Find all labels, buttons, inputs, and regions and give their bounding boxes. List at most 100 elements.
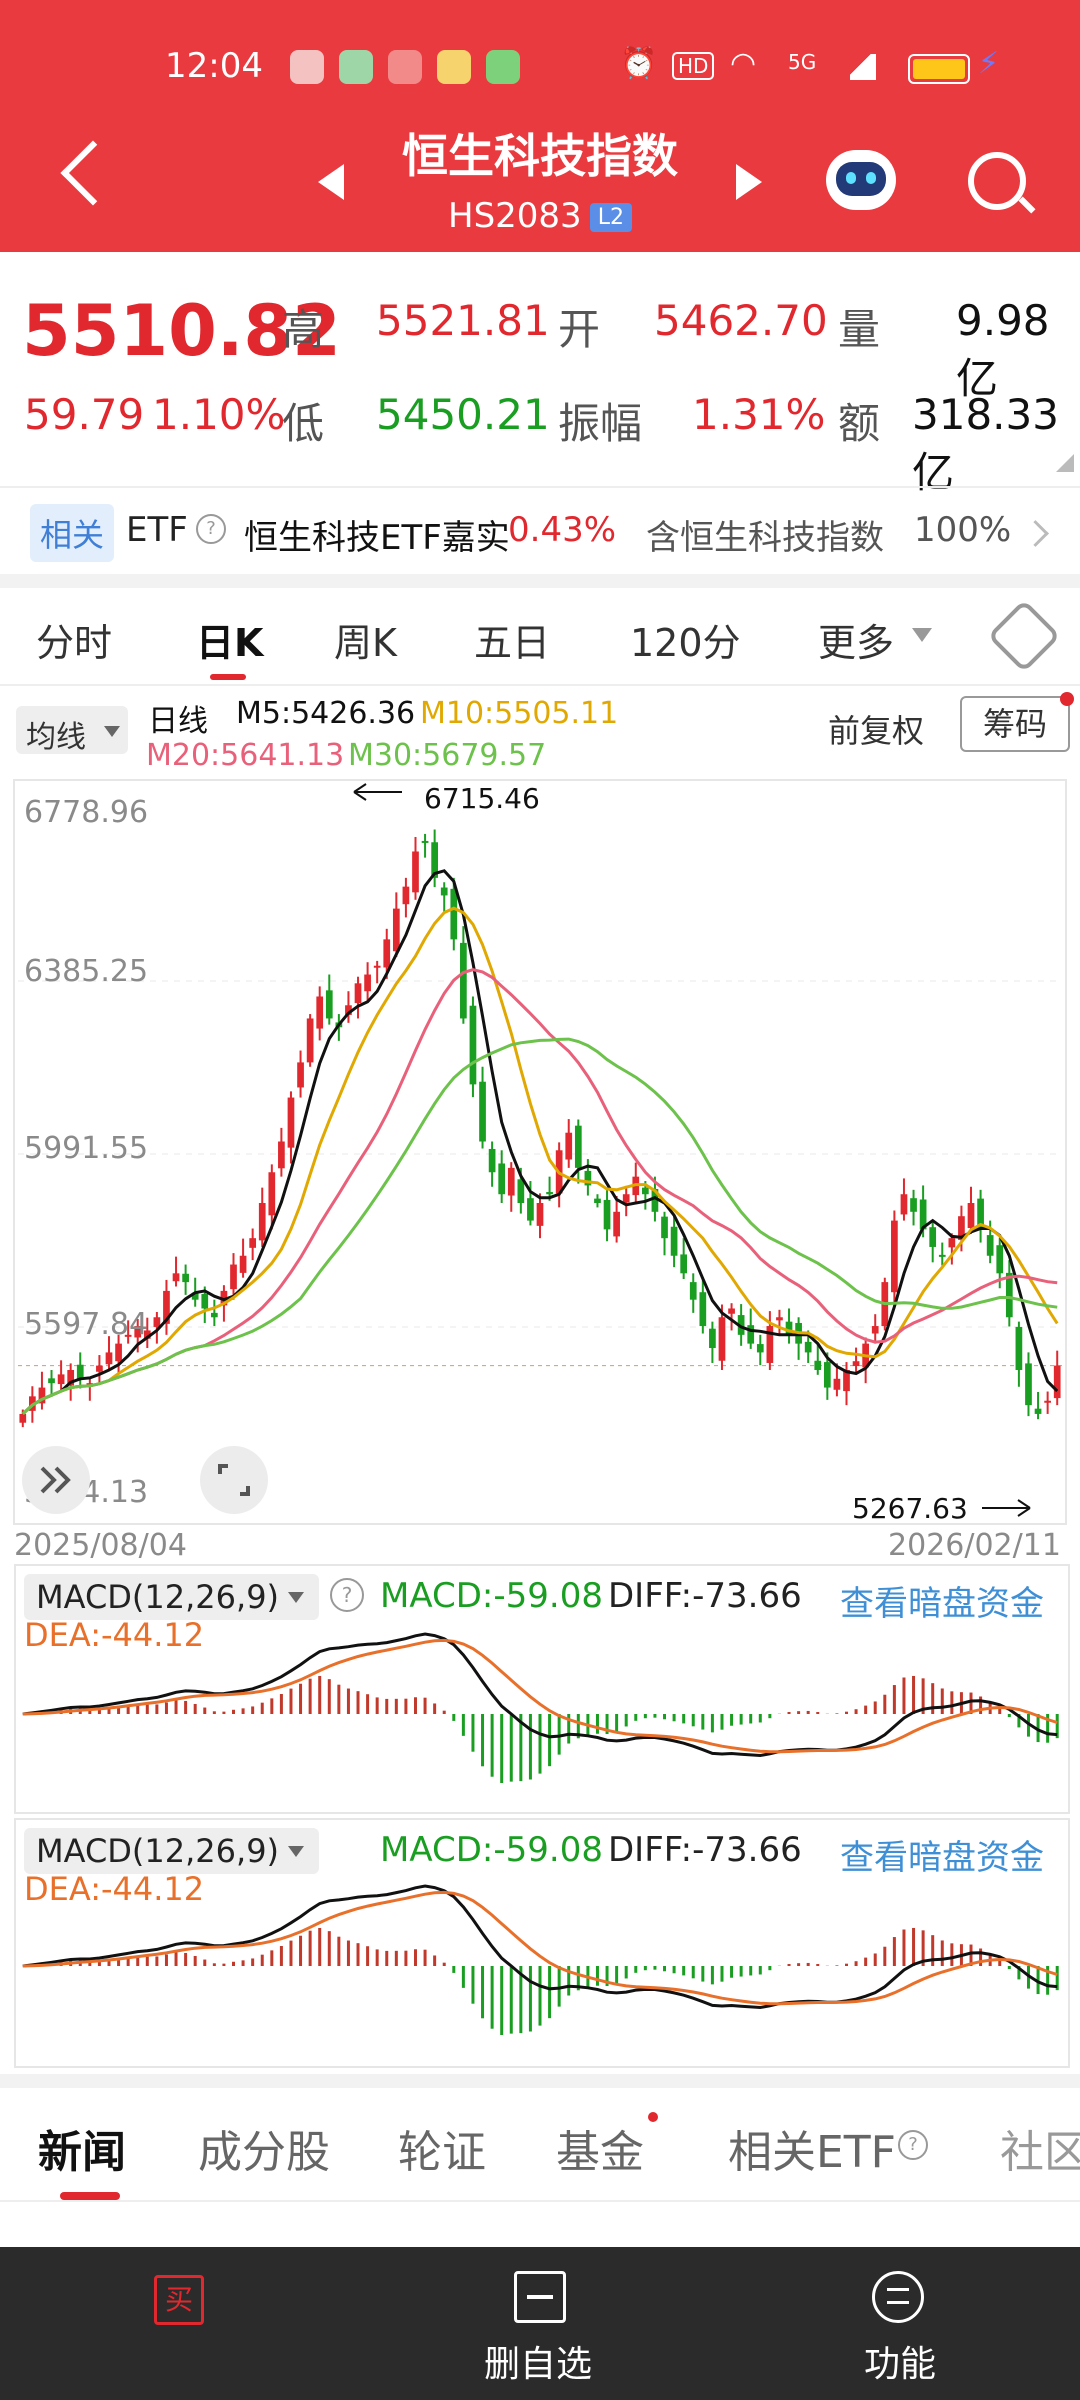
candle-body [680, 1254, 688, 1274]
candle-body [756, 1344, 764, 1353]
candle-body [191, 1292, 199, 1300]
robot-assistant-icon[interactable] [826, 150, 896, 210]
dark-pool-link-1[interactable]: 查看暗盘资金 [840, 1584, 1044, 1624]
kline-chart[interactable]: 6778.96 6385.25 5991.55 5597.84 5204.13 … [0, 778, 1080, 1558]
remove-watchlist-button[interactable]: 删自选 [484, 2344, 593, 2385]
tab-constituents[interactable]: 成分股 [198, 2127, 330, 2178]
diff-line [22, 1884, 1058, 2010]
min-annotation: 5267.63 [852, 1492, 1031, 1525]
macd-chart-1 [22, 1632, 1059, 1784]
candle-body [258, 1203, 266, 1241]
candle-body [651, 1188, 659, 1212]
status-app-icons [290, 50, 530, 88]
candle-body [306, 1018, 314, 1063]
candle-body [527, 1198, 534, 1221]
candle-body [278, 1141, 285, 1169]
index-code: HS2083 L2 [0, 196, 1080, 236]
volume-label: 量 [838, 305, 881, 354]
tab-news[interactable]: 新闻 [38, 2127, 126, 2178]
amplitude-label: 振幅 [558, 399, 643, 448]
candle-body [105, 1352, 113, 1365]
chevron-down-icon [288, 1846, 304, 1857]
macd-select-1[interactable]: MACD(12,26,9) [24, 1574, 320, 1620]
signal-x-icon [850, 54, 876, 80]
tab-community[interactable]: 社区 [1000, 2127, 1080, 2178]
candle-body [440, 887, 448, 896]
candle-body [843, 1369, 850, 1392]
macd-chart-2 [22, 1884, 1059, 2036]
candle-body [699, 1292, 707, 1327]
y-tick-label: 6778.96 [24, 795, 148, 830]
candle-body [19, 1413, 27, 1423]
candle-body [938, 1254, 946, 1257]
candle-body [536, 1203, 544, 1226]
candle-body [488, 1148, 496, 1173]
open-label: 开 [558, 305, 601, 354]
chevron-right-icon [1022, 520, 1049, 547]
tab-more[interactable]: 更多 [818, 621, 895, 665]
functions-button[interactable]: 功能 [864, 2344, 937, 2385]
macd-select-2[interactable]: MACD(12,26,9) [24, 1828, 320, 1874]
holding-text: 含恒生科技指数 [646, 518, 884, 558]
tab-funds[interactable]: 基金 [556, 2127, 644, 2178]
candle-body [871, 1326, 879, 1334]
candle-body [287, 1097, 295, 1148]
related-etf-row[interactable]: 相关 ETF ? 恒生科技ETF嘉实 0.43% 含恒生科技指数 100% [0, 488, 1080, 574]
volume-value: 9.98亿 [956, 296, 1050, 403]
ma5-line [21, 869, 1059, 1416]
related-tag: 相关 [30, 504, 115, 562]
help-icon[interactable]: ? [330, 1578, 364, 1612]
wifi-icon: ◠ [730, 46, 757, 81]
next-index-icon[interactable] [736, 164, 762, 200]
adjust-mode[interactable]: 前复权 [828, 712, 925, 750]
candle-body [1044, 1400, 1051, 1403]
price-change-pct: 1.10% [152, 390, 286, 439]
alipay-icon [290, 50, 324, 84]
double-chevron-icon [40, 1466, 71, 1494]
candle-body [948, 1238, 956, 1248]
candle-body [747, 1325, 755, 1344]
candle-body [986, 1235, 994, 1256]
tab-five-day[interactable]: 五日 [474, 621, 551, 665]
low-label: 低 [282, 399, 325, 448]
candle-body [431, 842, 438, 878]
candle-body [977, 1198, 984, 1230]
charging-icon: ⚡ [978, 46, 1000, 81]
candle-body [182, 1273, 189, 1283]
ma20-value: M20:5641.13 [146, 738, 345, 773]
candle-body [325, 990, 333, 1019]
chips-button[interactable]: 筹码 [960, 696, 1070, 752]
candle-body [804, 1341, 812, 1353]
help-icon[interactable]: ? [196, 514, 226, 544]
diff-value-1: DIFF:-73.66 [608, 1576, 802, 1616]
tab-daily-k[interactable]: 日K [196, 621, 264, 665]
tab-related-etf[interactable]: 相关ETF [728, 2127, 896, 2178]
ma10-line [21, 906, 1059, 1416]
candle-body [507, 1167, 515, 1196]
max-annotation: 6715.46 [353, 782, 540, 815]
dark-pool-link-2[interactable]: 查看暗盘资金 [840, 1838, 1044, 1878]
bottom-action-bar: 买 删自选 功能 [0, 2247, 1080, 2400]
candle-body [642, 1187, 649, 1195]
settings-icon[interactable] [987, 599, 1061, 673]
help-icon[interactable]: ? [898, 2130, 928, 2160]
search-icon[interactable] [968, 152, 1026, 210]
buy-button[interactable]: 买 [154, 2275, 204, 2325]
tab-warrants[interactable]: 轮证 [398, 2127, 486, 2178]
prev-index-icon[interactable] [318, 164, 344, 200]
tab-120min[interactable]: 120分 [630, 621, 741, 665]
candle-body [38, 1387, 46, 1404]
battery-icon [908, 54, 970, 84]
fullscreen-button[interactable] [200, 1446, 268, 1514]
candle-body [172, 1273, 180, 1282]
app-icon [339, 50, 374, 84]
tab-intraday[interactable]: 分时 [36, 621, 113, 665]
wechat-mini-icon [486, 50, 521, 84]
ma-select[interactable]: 均线 [16, 706, 128, 755]
functions-icon [872, 2271, 924, 2323]
macd-value-1: MACD:-59.08 [380, 1576, 603, 1616]
expand-corner-icon[interactable] [1056, 454, 1074, 472]
amount-value: 318.33亿 [912, 390, 1059, 497]
amount-label: 额 [838, 399, 881, 448]
tab-weekly-k[interactable]: 周K [334, 621, 397, 665]
